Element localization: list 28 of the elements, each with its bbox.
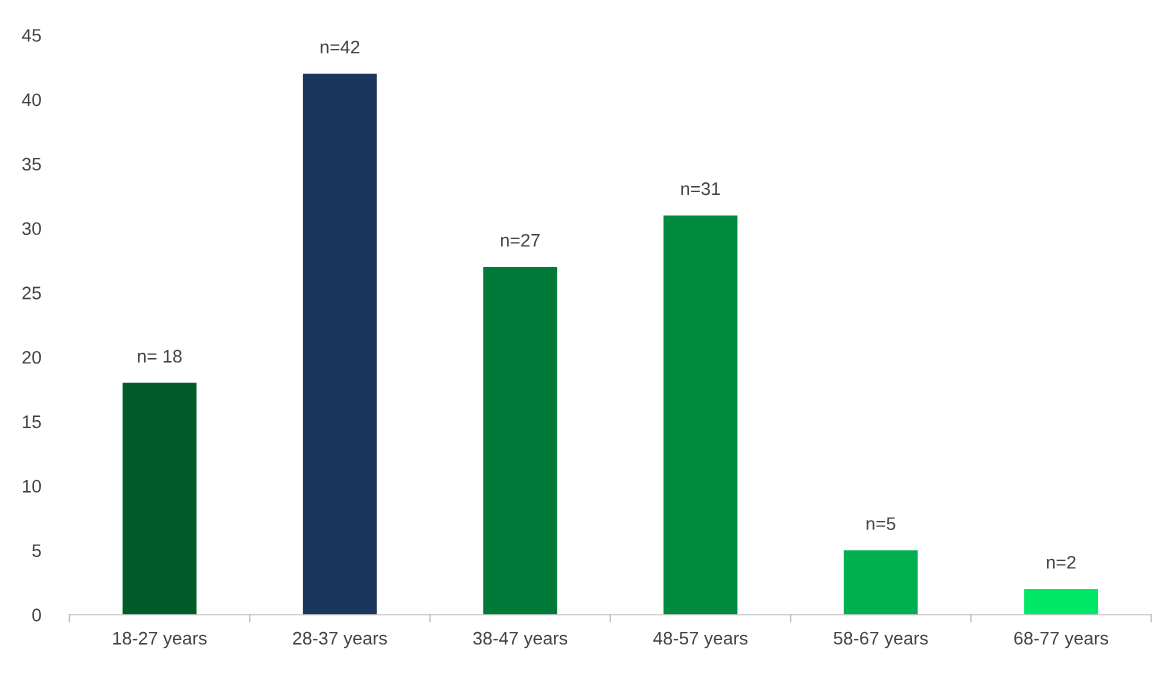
y-tick-label: 40 [21, 93, 41, 107]
bar [1024, 588, 1099, 615]
bar [122, 382, 197, 615]
bar [843, 550, 918, 615]
y-tick-label: 30 [22, 222, 41, 235]
data-label: n=42 [320, 40, 360, 54]
data-label: n=5 [866, 517, 896, 531]
x-tick-label: 18-27 years [113, 631, 207, 649]
y-tick-label: 25 [22, 286, 41, 300]
data-label: n=31 [681, 182, 720, 196]
bar [302, 73, 377, 615]
y-tick-label: 5 [32, 544, 41, 557]
y-tick-label: 0 [32, 608, 41, 622]
data-label: n= 18 [137, 349, 182, 363]
bar [483, 266, 558, 615]
y-tick-label: 10 [22, 479, 41, 493]
y-tick-label: 35 [22, 157, 41, 171]
x-tick-label: 68-77 years [1014, 631, 1109, 649]
data-label: n=27 [501, 233, 540, 247]
y-tick-label: 20 [22, 351, 41, 364]
bar [663, 215, 738, 615]
y-tick-label: 15 [22, 415, 41, 429]
y-tick-label: 45 [21, 29, 41, 42]
x-tick-label: 58-67 years [833, 631, 928, 649]
x-tick-label: 38-47 years [473, 631, 568, 649]
x-tick-label: 48-57 years [653, 631, 748, 649]
x-tick-label: 28-37 years [293, 631, 387, 649]
data-label: n=2 [1046, 555, 1076, 569]
